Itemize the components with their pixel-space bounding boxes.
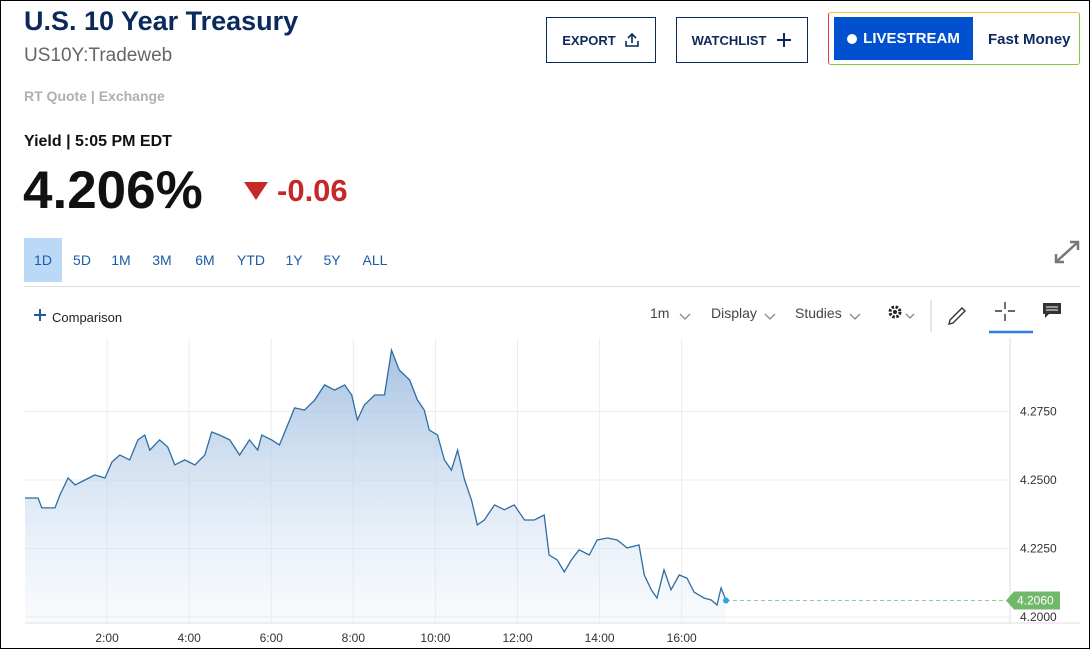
change: -0.06	[277, 173, 348, 208]
yield-label: Yield | 5:05 PM EDT	[24, 133, 172, 150]
x-tick-label: 16:00	[667, 631, 697, 645]
comparison[interactable]: Comparison	[52, 310, 123, 325]
current-label: 4.2060	[1017, 594, 1054, 608]
y-tick-label: 4.2750	[1020, 404, 1057, 418]
fast-money[interactable]: Fast Money	[988, 31, 1071, 48]
area	[25, 350, 726, 623]
divider	[24, 286, 1080, 287]
range-tab[interactable]: 1D	[24, 238, 62, 282]
quote-source: RT Quote | Exchange	[24, 88, 165, 104]
watchlist-label: WATCHLIST	[691, 32, 767, 48]
range-tab[interactable]: 5Y	[323, 252, 341, 268]
x-tick-label: 4:00	[177, 631, 201, 645]
range-tab[interactable]: ALL	[362, 252, 388, 268]
toolbar-icons	[679, 300, 1061, 334]
down-arrow	[244, 182, 268, 200]
range-tab[interactable]: 1Y	[285, 252, 303, 268]
range-tab[interactable]: 5D	[73, 252, 91, 268]
livestream-box	[828, 12, 1080, 65]
y-tick-label: 4.2250	[1020, 541, 1057, 555]
live-dot	[847, 33, 858, 44]
last-point	[722, 597, 729, 604]
display[interactable]: Display	[711, 305, 757, 321]
livestream-button[interactable]: LIVESTREAM	[834, 17, 973, 60]
livestream-label: LIVESTREAM	[863, 30, 960, 47]
y-tick-label: 4.2000	[1020, 610, 1057, 624]
x-tick-label: 8:00	[342, 631, 366, 645]
x-tick-label: 2:00	[95, 631, 119, 645]
range-tab[interactable]: 3M	[152, 252, 172, 268]
export-icon	[624, 32, 639, 47]
line	[25, 347, 727, 607]
y-tick-label: 4.2500	[1020, 473, 1057, 487]
export-label: EXPORT	[562, 32, 616, 48]
x-tick-label: 14:00	[585, 631, 615, 645]
x-tick-label: 6:00	[260, 631, 284, 645]
range-tab[interactable]: 1M	[111, 252, 131, 268]
range-tab[interactable]: YTD	[237, 252, 265, 268]
price: 4.206%	[23, 161, 203, 220]
range-tab[interactable]: 6M	[195, 252, 215, 268]
x-tick-label: 12:00	[502, 631, 532, 645]
studies[interactable]: Studies	[795, 305, 842, 321]
watchlist-button[interactable]: WATCHLIST	[676, 17, 808, 63]
comparison-plus[interactable]	[33, 308, 47, 322]
title: U.S. 10 Year Treasury	[24, 6, 299, 36]
plus-icon	[777, 33, 792, 47]
export-button[interactable]: EXPORT	[546, 17, 656, 63]
expand-icon[interactable]	[1052, 238, 1082, 266]
current-tag	[1006, 591, 1060, 610]
symbol: US10Y:Tradeweb	[24, 45, 173, 66]
interval[interactable]: 1m	[650, 305, 670, 321]
x-tick-label: 10:00	[420, 631, 450, 645]
